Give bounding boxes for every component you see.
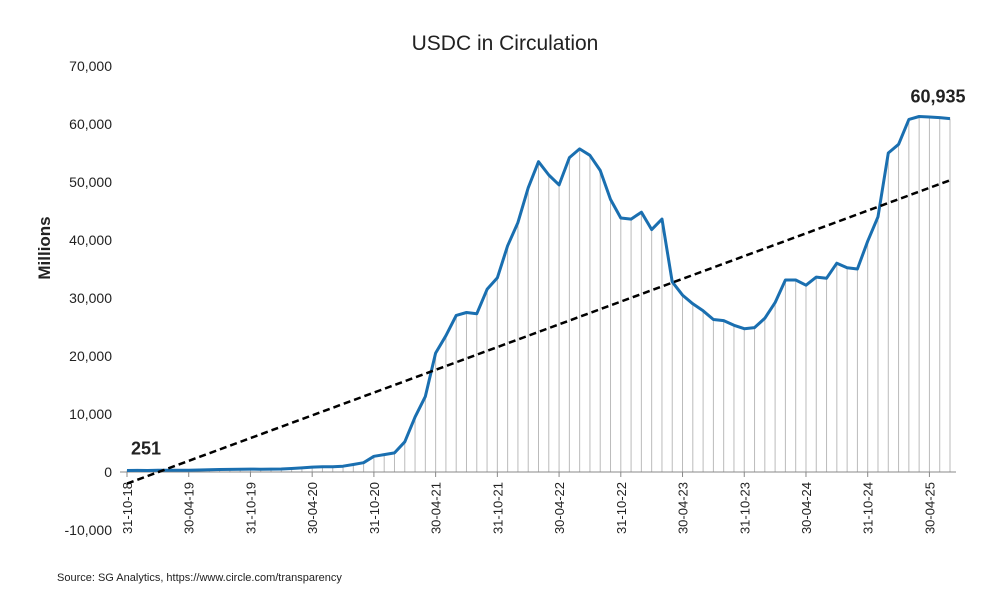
x-tick-label: 30-04-25 xyxy=(922,482,937,534)
chart-title: USDC in Circulation xyxy=(412,32,599,55)
trend-line xyxy=(126,179,951,485)
y-tick-label: 70,000 xyxy=(69,58,112,74)
y-tick-label: 60,000 xyxy=(69,116,112,132)
x-tick-label: 31-10-21 xyxy=(490,482,505,534)
x-tick-label: 30-04-22 xyxy=(552,482,567,534)
y-tick-label: 0 xyxy=(104,464,112,480)
y-axis-label: Millions xyxy=(35,216,54,279)
x-tick-label: 30-04-20 xyxy=(305,482,320,534)
x-tick-label: 31-10-19 xyxy=(243,482,258,534)
x-tick-label: 30-04-21 xyxy=(429,482,444,534)
x-tick-label: 31-10-24 xyxy=(861,482,876,534)
source-note: Source: SG Analytics, https://www.circle… xyxy=(57,572,342,584)
y-tick-label: 30,000 xyxy=(69,290,112,306)
x-tick-label: 31-10-22 xyxy=(614,482,629,534)
x-tick-label: 31-10-20 xyxy=(367,482,382,534)
x-tick-label: 30-04-23 xyxy=(676,482,691,534)
x-tick-label: 30-04-19 xyxy=(182,482,197,534)
x-tick-label: 31-10-23 xyxy=(737,482,752,534)
x-tick-label: 30-04-24 xyxy=(799,482,814,534)
y-tick-label: 20,000 xyxy=(69,348,112,364)
y-tick-label: -10,000 xyxy=(65,522,113,538)
value-label: 251 xyxy=(131,439,161,459)
value-label: 60,935 xyxy=(910,87,965,107)
y-tick-label: 50,000 xyxy=(69,174,112,190)
y-tick-label: 10,000 xyxy=(69,406,112,422)
x-tick-label: 31-10-18 xyxy=(120,482,135,534)
y-tick-label: 40,000 xyxy=(69,232,112,248)
series-line xyxy=(126,115,951,472)
